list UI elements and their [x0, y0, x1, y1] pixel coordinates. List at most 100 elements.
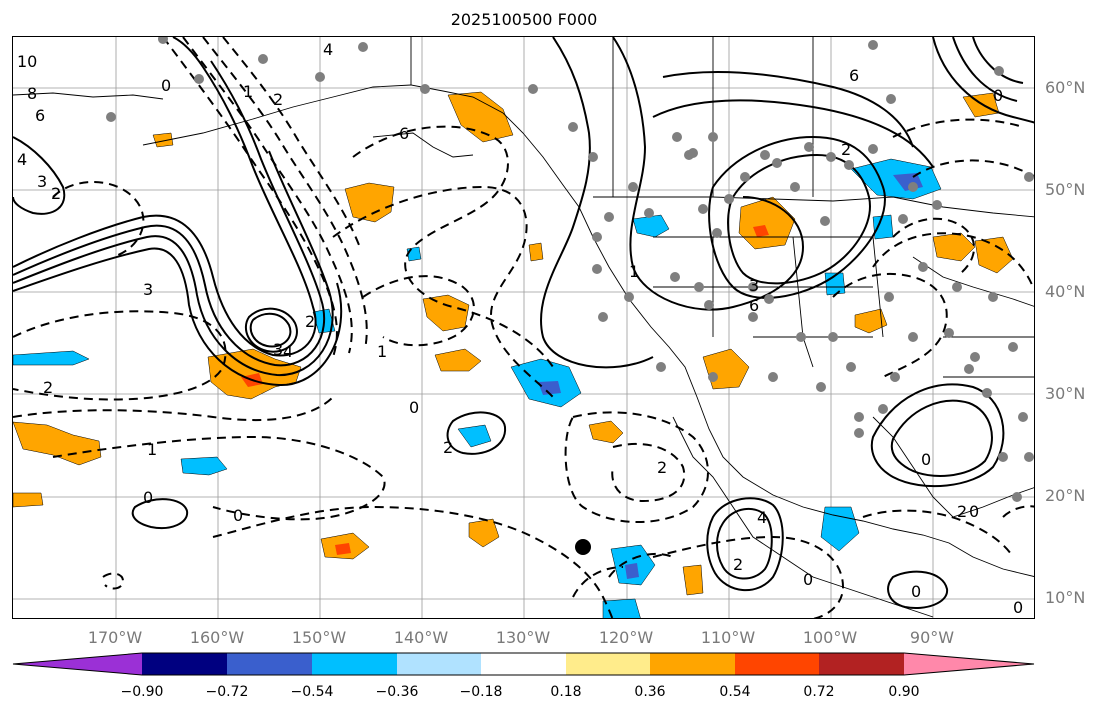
- station-dot: [804, 142, 814, 152]
- station-dot: [886, 94, 896, 104]
- colorbar-tick-label: −0.54: [290, 684, 334, 700]
- colorbar: [12, 652, 1035, 676]
- contour-label: 2: [957, 502, 967, 521]
- contour-label: 6: [749, 296, 759, 315]
- contour-label: 0: [1013, 598, 1023, 617]
- station-dot: [964, 364, 974, 374]
- contour-label: 2: [51, 184, 61, 203]
- negative-contours: [13, 37, 1034, 618]
- colorbar-segment: [904, 653, 1034, 675]
- contour-label: 0: [143, 488, 153, 507]
- station-dot: [624, 292, 634, 302]
- station-dot: [724, 194, 734, 204]
- colorbar-segment: [566, 653, 650, 675]
- station-dot: [592, 264, 602, 274]
- lon-label: 150°W: [291, 628, 347, 647]
- colorbar-segment: [142, 653, 227, 675]
- colorbar-tick-label: −0.36: [375, 684, 419, 700]
- map-title: 2025100500 F000: [450, 10, 598, 29]
- station-dot: [790, 182, 800, 192]
- colorbar-segment: [312, 653, 397, 675]
- station-dot: [890, 372, 900, 382]
- station-dot: [708, 132, 718, 142]
- station-dot: [670, 272, 680, 282]
- lat-label: 10°N: [1045, 588, 1086, 607]
- station-dot: [672, 132, 682, 142]
- contour-label: 3: [37, 172, 47, 191]
- contour-label: 4: [283, 342, 293, 361]
- map-panel: 10 8 6 4 3 2 2 4 6 6 0 1 3 2 1 0 0 0 2 2 1 4 3 6 2 4 0 2 2 0 1 0 0 0 3 2 0: [12, 36, 1035, 619]
- station-dot: [748, 312, 758, 322]
- contour-label: 1: [629, 262, 639, 281]
- contour-label: 3: [749, 276, 759, 295]
- colorbar-segment: [735, 653, 819, 675]
- lon-label: 90°W: [909, 628, 955, 647]
- contour-label: 0: [409, 398, 419, 417]
- contour-label: 0: [803, 570, 813, 589]
- station-dot: [1024, 172, 1034, 182]
- colorbar-segment: [650, 653, 735, 675]
- contour-label: 3: [273, 340, 283, 359]
- station-dot: [588, 152, 598, 162]
- station-dot: [868, 144, 878, 154]
- shaded-field: [13, 91, 1014, 618]
- station-dot: [698, 204, 708, 214]
- contour-label: 2: [443, 438, 453, 457]
- station-dot: [764, 294, 774, 304]
- station-dot: [598, 312, 608, 322]
- station-dot: [592, 232, 602, 242]
- station-dot: [528, 84, 538, 94]
- contour-label: 0: [921, 450, 931, 469]
- station-dot: [988, 292, 998, 302]
- station-dot: [644, 208, 654, 218]
- station-dot: [820, 216, 830, 226]
- colorbar-tick-label: −0.18: [459, 684, 503, 700]
- station-dot: [158, 37, 168, 44]
- lon-label: 160°W: [189, 628, 245, 647]
- lat-label: 60°N: [1045, 78, 1086, 97]
- station-dot: [828, 332, 838, 342]
- lon-label: 110°W: [700, 628, 756, 647]
- contour-label: 1: [243, 82, 253, 101]
- colorbar-tick-label: −0.90: [120, 684, 164, 700]
- lon-label: 100°W: [802, 628, 858, 647]
- contour-label: 0: [233, 506, 243, 525]
- lat-label: 50°N: [1045, 180, 1086, 199]
- contour-label: 10: [17, 52, 37, 71]
- station-dot: [748, 282, 758, 292]
- station-dot: [932, 200, 942, 210]
- contour-label: 4: [323, 40, 333, 59]
- colorbar-tick-label: −0.72: [205, 684, 249, 700]
- contour-label: 6: [35, 106, 45, 125]
- contour-label: 2: [43, 378, 53, 397]
- station-dot: [704, 300, 714, 310]
- station-dot: [868, 40, 878, 50]
- contour-label: 1: [147, 440, 157, 459]
- colorbar-tick-label: 0.90: [888, 684, 920, 700]
- contour-label: 2: [841, 140, 851, 159]
- colorbar-tick-label: 0.36: [634, 684, 666, 700]
- station-dot: [1008, 342, 1018, 352]
- positive-contours: [13, 37, 1034, 609]
- lat-label: 40°N: [1045, 282, 1086, 301]
- contour-label: 6: [849, 66, 859, 85]
- station-dot: [826, 152, 836, 162]
- contour-label: 1: [377, 342, 387, 361]
- colorbar-tick-label: 0.54: [719, 684, 751, 700]
- contour-label: 2: [733, 555, 743, 574]
- station-dot: [1024, 452, 1034, 462]
- colorbar-tick-label: 0.18: [550, 684, 582, 700]
- lon-label: 120°W: [598, 628, 654, 647]
- coastlines-and-borders: [13, 37, 1034, 618]
- station-dot: [816, 382, 826, 392]
- colorbar-segment: [481, 653, 566, 675]
- colorbar-segment: [819, 653, 904, 675]
- station-dot: [768, 372, 778, 382]
- station-dot: [740, 172, 750, 182]
- contour-label: 3: [143, 280, 153, 299]
- lon-label: 130°W: [495, 628, 551, 647]
- contour-label: 4: [757, 508, 767, 527]
- contour-label: 0: [161, 76, 171, 95]
- colorbar-tick-label: 0.72: [803, 684, 835, 700]
- contour-label: 2: [657, 458, 667, 477]
